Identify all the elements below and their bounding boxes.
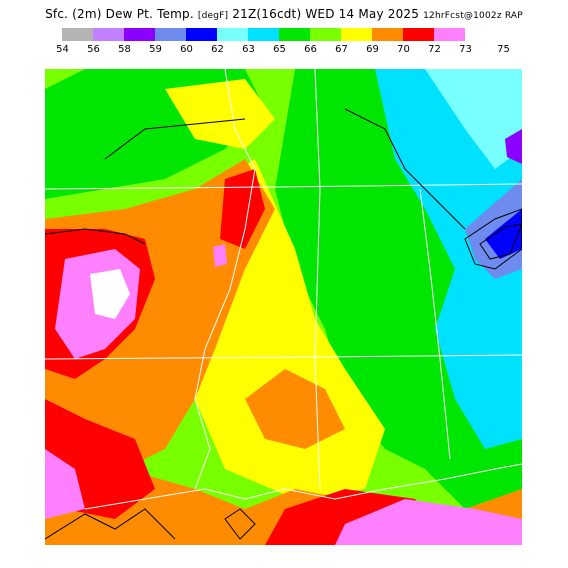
contour-west	[45, 228, 146, 245]
contour-south	[45, 508, 176, 540]
legend-label-54: 54	[56, 44, 69, 55]
legend-swatch-54	[62, 28, 93, 41]
field-purple-east	[505, 129, 522, 164]
boundary-coast	[84, 463, 522, 510]
field-lightcyan-northeast	[425, 69, 522, 169]
legend-label-63: 63	[242, 44, 255, 55]
map-title: Sfc. (2m) Dew Pt. Temp. [degF] 21Z(16cdt…	[0, 7, 568, 21]
legend-label-last: 75	[497, 44, 510, 55]
field-red-northcentral	[220, 169, 265, 249]
boundary-horizontal-north	[45, 183, 522, 190]
legend-label-70: 70	[397, 44, 410, 55]
legend-swatch-72	[434, 28, 465, 41]
boundary-river-west	[194, 69, 256, 490]
legend-swatch-56	[93, 28, 124, 41]
boundary-horizontal-mid	[45, 356, 316, 360]
contour-east-inner	[479, 223, 522, 260]
title-main: Sfc. (2m) Dew Pt. Temp.	[45, 7, 194, 21]
legend-label-65: 65	[273, 44, 286, 55]
contour-lines	[45, 108, 522, 540]
state-boundaries	[45, 69, 522, 510]
legend-swatch-67	[341, 28, 372, 41]
legend-swatch-62	[217, 28, 248, 41]
legend-swatch-63	[248, 28, 279, 41]
field-pink-southwest	[45, 449, 85, 519]
legend-label-67: 67	[335, 44, 348, 55]
legend-swatch-58	[124, 28, 155, 41]
legend-label-73: 73	[459, 44, 472, 55]
contour-south-diamond	[224, 508, 256, 540]
legend-swatch-60	[186, 28, 217, 41]
field-orange-central	[245, 369, 345, 449]
boundary-horizontal-south	[314, 354, 522, 358]
legend-label-58: 58	[118, 44, 131, 55]
field-yellow-north	[165, 79, 275, 149]
legend-swatch-59	[155, 28, 186, 41]
field-cyan-northeast	[375, 69, 522, 449]
title-units: [degF]	[197, 11, 229, 21]
legend-label-56: 56	[87, 44, 100, 55]
title-run: 12hrFcst@1002z RAP	[423, 11, 523, 21]
legend-swatch-70	[403, 28, 434, 41]
contour-north	[104, 118, 246, 160]
field-pink-gulf	[335, 499, 522, 545]
title-valid-time: 21Z(16cdt) WED 14 May 2025	[232, 7, 420, 21]
legend-swatch-65	[279, 28, 310, 41]
legend-label-69: 69	[366, 44, 379, 55]
legend-label-60: 60	[180, 44, 193, 55]
legend-swatch-66	[310, 28, 341, 41]
boundary-vertical-mid	[314, 69, 321, 490]
field-pink-spot-central	[213, 244, 227, 267]
contour-north-east	[344, 108, 466, 230]
legend-label-72: 72	[428, 44, 441, 55]
legend-label-59: 59	[149, 44, 162, 55]
boundary-vertical-east	[419, 188, 451, 460]
legend-label-66: 66	[304, 44, 317, 55]
contour-east-loop	[464, 208, 522, 270]
field-white-west	[90, 269, 130, 319]
legend-swatch-69	[372, 28, 403, 41]
legend-swatch-73	[465, 28, 496, 41]
dewpoint-map	[45, 69, 522, 545]
legend-label-62: 62	[211, 44, 224, 55]
